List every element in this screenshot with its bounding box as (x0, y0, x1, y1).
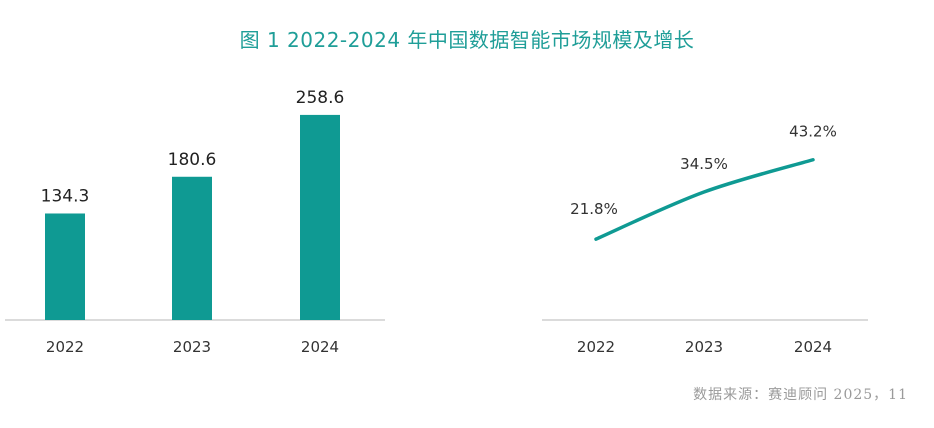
line-x-tick-label: 2022 (577, 338, 615, 356)
bar-value-label: 180.6 (168, 150, 217, 170)
line-value-label: 34.5% (680, 155, 728, 173)
bar-x-tick-label: 2023 (173, 338, 211, 356)
source-note: 数据来源：赛迪顾问 2025，11 (693, 387, 908, 403)
line-value-label: 21.8% (570, 200, 618, 218)
line-x-tick-label: 2024 (794, 338, 832, 356)
bar-2023 (172, 176, 212, 320)
line-value-label: 43.2% (789, 123, 837, 141)
bar-x-tick-label: 2024 (301, 338, 339, 356)
line-x-tick-label: 2023 (685, 338, 723, 356)
chart-title: 图 1 2022-2024 年中国数据智能市场规模及增长 (239, 28, 695, 52)
bar-2022 (45, 213, 85, 320)
bar-value-label: 134.3 (41, 186, 90, 206)
bar-value-label: 258.6 (296, 88, 345, 108)
bar-x-tick-label: 2022 (46, 338, 84, 356)
bar-2024 (300, 114, 340, 321)
